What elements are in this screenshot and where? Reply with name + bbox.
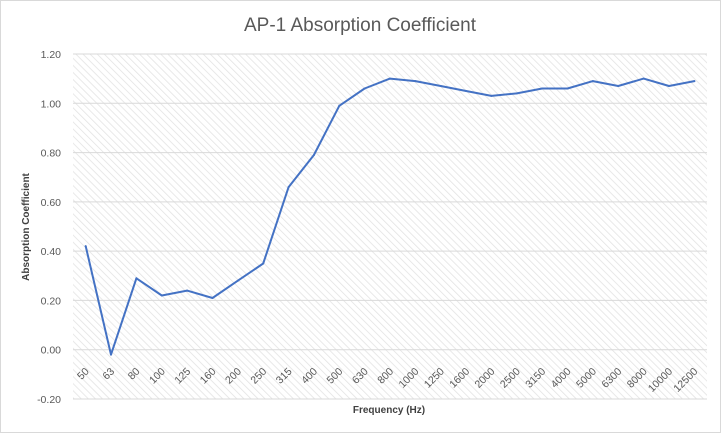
y-tick-label: 1.00 <box>41 98 62 110</box>
data-point <box>186 289 189 292</box>
data-point <box>693 80 696 83</box>
data-point <box>515 92 518 95</box>
data-point <box>439 85 442 88</box>
data-point <box>160 294 163 297</box>
data-point <box>110 353 113 356</box>
data-point <box>135 277 138 280</box>
data-point <box>363 87 366 90</box>
data-point <box>236 279 239 282</box>
y-axis-ticks: -0.20 0.00 0.20 0.40 0.60 0.80 1.00 1.20 <box>37 49 61 406</box>
y-tick-label: 0.20 <box>41 295 62 307</box>
data-point <box>617 85 620 88</box>
data-point <box>667 85 670 88</box>
data-point <box>541 87 544 90</box>
y-tick-label: 0.80 <box>41 148 62 160</box>
y-tick-label: -0.20 <box>37 394 61 406</box>
gridlines <box>73 53 707 400</box>
y-tick-label: 0.00 <box>41 345 62 357</box>
data-point <box>338 104 341 107</box>
data-point <box>591 80 594 83</box>
chart-title: AP-1 Absorption Coefficient <box>244 15 477 36</box>
data-point <box>465 89 468 92</box>
data-point <box>287 186 290 189</box>
data-point <box>312 154 315 157</box>
y-tick-label: 0.60 <box>41 197 62 209</box>
y-tick-label: 0.40 <box>41 246 62 258</box>
data-point <box>389 77 391 80</box>
y-axis-label: Absorption Coefficient <box>21 172 32 280</box>
y-tick-label: 1.20 <box>41 49 62 61</box>
data-point <box>211 296 214 299</box>
x-axis-label: Frequency (Hz) <box>353 405 425 416</box>
plot-area <box>73 54 707 399</box>
data-point <box>84 245 87 248</box>
series-layer <box>84 77 696 356</box>
data-point <box>490 94 493 97</box>
data-point <box>414 80 417 83</box>
data-point <box>566 87 569 90</box>
data-point <box>642 77 645 80</box>
data-point <box>262 262 265 265</box>
